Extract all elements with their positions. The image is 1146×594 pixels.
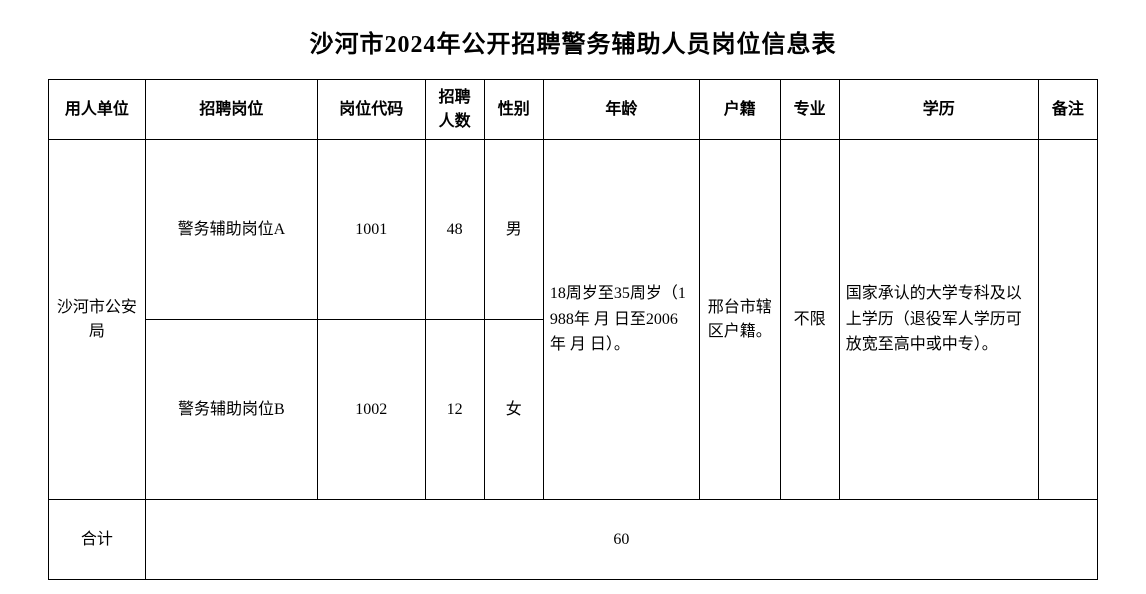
cell-gender: 男 [484,140,543,320]
cell-code: 1002 [317,320,425,500]
cell-headcount: 48 [425,140,484,320]
cell-remark [1038,140,1097,500]
total-value: 60 [145,500,1097,580]
table-header-row: 用人单位 招聘岗位 岗位代码 招聘人数 性别 年龄 户籍 专业 学历 备注 [49,80,1098,140]
total-label: 合计 [49,500,146,580]
cell-code: 1001 [317,140,425,320]
cell-hukou: 邢台市辖区户籍。 [699,140,780,500]
col-header-employer: 用人单位 [49,80,146,140]
col-header-age: 年龄 [543,80,699,140]
cell-employer: 沙河市公安局 [49,140,146,500]
cell-position: 警务辅助岗位B [145,320,317,500]
education-text: 国家承认的大学专科及以上学历（退役军人学历可放宽至高中或中专）。 [846,281,1032,358]
cell-headcount: 12 [425,320,484,500]
cell-education: 国家承认的大学专科及以上学历（退役军人学历可放宽至高中或中专）。 [839,140,1038,500]
page-title: 沙河市2024年公开招聘警务辅助人员岗位信息表 [0,0,1146,79]
cell-gender: 女 [484,320,543,500]
col-header-major: 专业 [780,80,839,140]
col-header-headcount: 招聘人数 [425,80,484,140]
col-header-code: 岗位代码 [317,80,425,140]
col-header-position: 招聘岗位 [145,80,317,140]
table-wrapper: 用人单位 招聘岗位 岗位代码 招聘人数 性别 年龄 户籍 专业 学历 备注 沙河… [0,79,1146,580]
col-header-education: 学历 [839,80,1038,140]
col-header-hukou: 户籍 [699,80,780,140]
recruitment-table: 用人单位 招聘岗位 岗位代码 招聘人数 性别 年龄 户籍 专业 学历 备注 沙河… [48,79,1098,580]
age-text: 18周岁至35周岁（1988年 月 日至2006年 月 日）。 [550,281,693,358]
col-header-gender: 性别 [484,80,543,140]
col-header-remark: 备注 [1038,80,1097,140]
table-total-row: 合计 60 [49,500,1098,580]
cell-age: 18周岁至35周岁（1988年 月 日至2006年 月 日）。 [543,140,699,500]
cell-major: 不限 [780,140,839,500]
cell-position: 警务辅助岗位A [145,140,317,320]
table-row: 沙河市公安局 警务辅助岗位A 1001 48 男 18周岁至35周岁（1988年… [49,140,1098,320]
